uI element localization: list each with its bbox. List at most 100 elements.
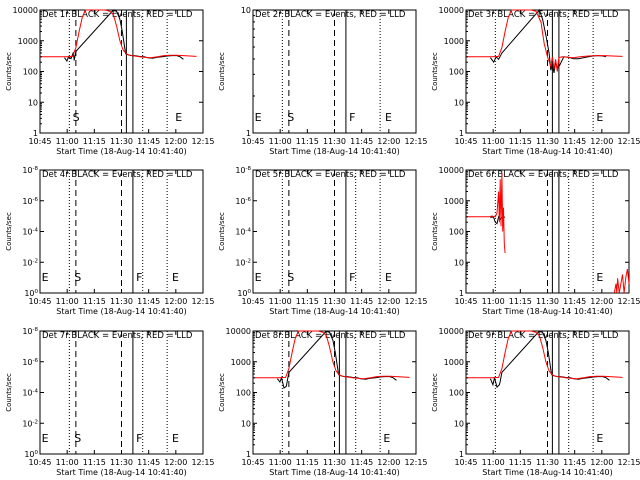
panel-det-4r: Det 4r BLACK = Events, RED = LLD E S F E 10:4… xyxy=(5,166,215,316)
y-tick-label: 100 xyxy=(23,68,38,77)
y-tick-label: 10-6 xyxy=(22,197,38,206)
panel-det-7r: Det 7r BLACK = Events, RED = LLD E S F E 10:4… xyxy=(5,327,215,477)
y-tick-label: 10-4 xyxy=(22,228,38,237)
x-tick-label: 10:45 xyxy=(241,297,264,306)
x-tick-label: 10:45 xyxy=(28,297,51,306)
x-axis-label: Start Time (18-Aug-14 10:41:40) xyxy=(269,307,400,316)
x-tick-label: 11:45 xyxy=(137,137,160,146)
y-tick-label: 10 xyxy=(241,419,251,428)
x-tick-label: 12:00 xyxy=(590,297,613,306)
x-axis-label: Start Time (18-Aug-14 10:41:40) xyxy=(56,468,187,477)
marker-label-s: S xyxy=(74,271,81,284)
marker-label-s: S xyxy=(287,271,294,284)
x-tick-label: 12:00 xyxy=(377,458,400,467)
x-tick-label: 10:45 xyxy=(241,137,264,146)
x-tick-label: 11:30 xyxy=(536,137,559,146)
y-tick-label: 10-2 xyxy=(22,419,38,428)
panel-title: Det 1r BLACK = Events, RED = LLD xyxy=(42,10,193,20)
x-tick-label: 10:45 xyxy=(241,458,264,467)
marker-label-e: E xyxy=(596,111,603,124)
x-tick-label: 11:30 xyxy=(110,297,133,306)
panel-title: Det 9r BLACK = Events, RED = LLD xyxy=(468,331,619,341)
y-tick-label: 10000 xyxy=(226,327,251,336)
y-tick-label: 100 xyxy=(449,228,464,237)
y-axis-label: Counts/sec xyxy=(5,373,13,412)
x-tick-label: 12:15 xyxy=(617,458,640,467)
y-tick-label: 10 xyxy=(454,258,464,267)
marker-label-e: E xyxy=(172,271,179,284)
x-tick-label: 12:15 xyxy=(404,137,427,146)
x-tick-label: 12:00 xyxy=(164,458,187,467)
series-lld xyxy=(466,9,623,72)
y-tick-label: 10000 xyxy=(439,327,464,336)
x-tick-label: 10:45 xyxy=(454,297,477,306)
x-tick-label: 11:45 xyxy=(137,458,160,467)
y-axis-label: Counts/sec xyxy=(218,373,226,412)
marker-label-e: E xyxy=(42,271,49,284)
y-tick-label: 10-4 xyxy=(235,228,251,237)
marker-label-s: S xyxy=(287,111,294,124)
y-tick-label: 1 xyxy=(246,450,251,459)
y-tick-label: 1 xyxy=(246,129,251,138)
x-tick-label: 11:30 xyxy=(323,137,346,146)
panel-title: Det 8r BLACK = Events, RED = LLD xyxy=(255,331,406,341)
x-tick-label: 11:45 xyxy=(350,458,373,467)
x-tick-label: 12:00 xyxy=(164,137,187,146)
x-axis-label: Start Time (18-Aug-14 10:41:40) xyxy=(482,147,613,156)
x-tick-label: 11:00 xyxy=(56,137,79,146)
y-tick-label: 1 xyxy=(459,450,464,459)
series-lld-tail xyxy=(613,269,630,294)
marker-label-s: S xyxy=(73,111,80,124)
y-tick-label: 10-8 xyxy=(235,166,251,175)
y-tick-label: 10-8 xyxy=(22,327,38,336)
series-lld xyxy=(40,9,197,59)
x-tick-label: 11:45 xyxy=(563,297,586,306)
panel-title: Det 5r BLACK = Events, RED = LLD xyxy=(255,170,406,180)
x-tick-label: 12:00 xyxy=(377,297,400,306)
y-axis-label: Counts/sec xyxy=(218,212,226,251)
marker-label-e: E xyxy=(255,271,262,284)
series-lld xyxy=(466,172,506,254)
x-tick-label: 12:00 xyxy=(590,137,613,146)
x-tick-label: 11:15 xyxy=(509,137,532,146)
x-axis-label: Start Time (18-Aug-14 10:41:40) xyxy=(56,147,187,156)
panel-det-2r: Det 2r BLACK = Events, RED = LLD E S F E 10:4… xyxy=(218,6,428,156)
y-tick-label: 10000 xyxy=(13,6,38,15)
x-axis-label: Start Time (18-Aug-14 10:41:40) xyxy=(269,147,400,156)
x-tick-label: 11:15 xyxy=(296,458,319,467)
x-tick-label: 11:00 xyxy=(269,297,292,306)
y-tick-label: 10-6 xyxy=(235,197,251,206)
y-tick-label: 10-8 xyxy=(22,166,38,175)
x-tick-label: 11:30 xyxy=(110,137,133,146)
y-tick-label: 100 xyxy=(449,389,464,398)
y-axis-label: Counts/sec xyxy=(431,52,439,91)
series-lld xyxy=(466,330,623,380)
panel-title: Det 3r BLACK = Events, RED = LLD xyxy=(468,10,619,20)
y-axis-label: Counts/sec xyxy=(431,212,439,251)
x-tick-label: 11:00 xyxy=(482,137,505,146)
x-tick-label: 11:00 xyxy=(269,458,292,467)
x-tick-label: 12:15 xyxy=(617,297,640,306)
x-tick-label: 11:15 xyxy=(296,137,319,146)
x-tick-label: 11:15 xyxy=(83,458,106,467)
x-tick-label: 12:15 xyxy=(617,137,640,146)
y-tick-label: 10-2 xyxy=(235,258,251,267)
x-tick-label: 11:00 xyxy=(56,297,79,306)
x-tick-label: 12:00 xyxy=(377,137,400,146)
x-axis-label: Start Time (18-Aug-14 10:41:40) xyxy=(482,307,613,316)
y-tick-label: 10 xyxy=(241,6,251,15)
x-tick-label: 11:00 xyxy=(482,297,505,306)
marker-label-e: E xyxy=(385,271,392,284)
x-tick-label: 11:15 xyxy=(509,458,532,467)
y-tick-label: 100 xyxy=(24,450,38,459)
y-tick-label: 100 xyxy=(24,289,38,298)
x-tick-label: 11:15 xyxy=(83,137,106,146)
x-tick-label: 11:15 xyxy=(296,297,319,306)
x-tick-label: 12:15 xyxy=(191,458,214,467)
panel-title: Det 6r BLACK = Events, RED = LLD xyxy=(468,170,619,180)
